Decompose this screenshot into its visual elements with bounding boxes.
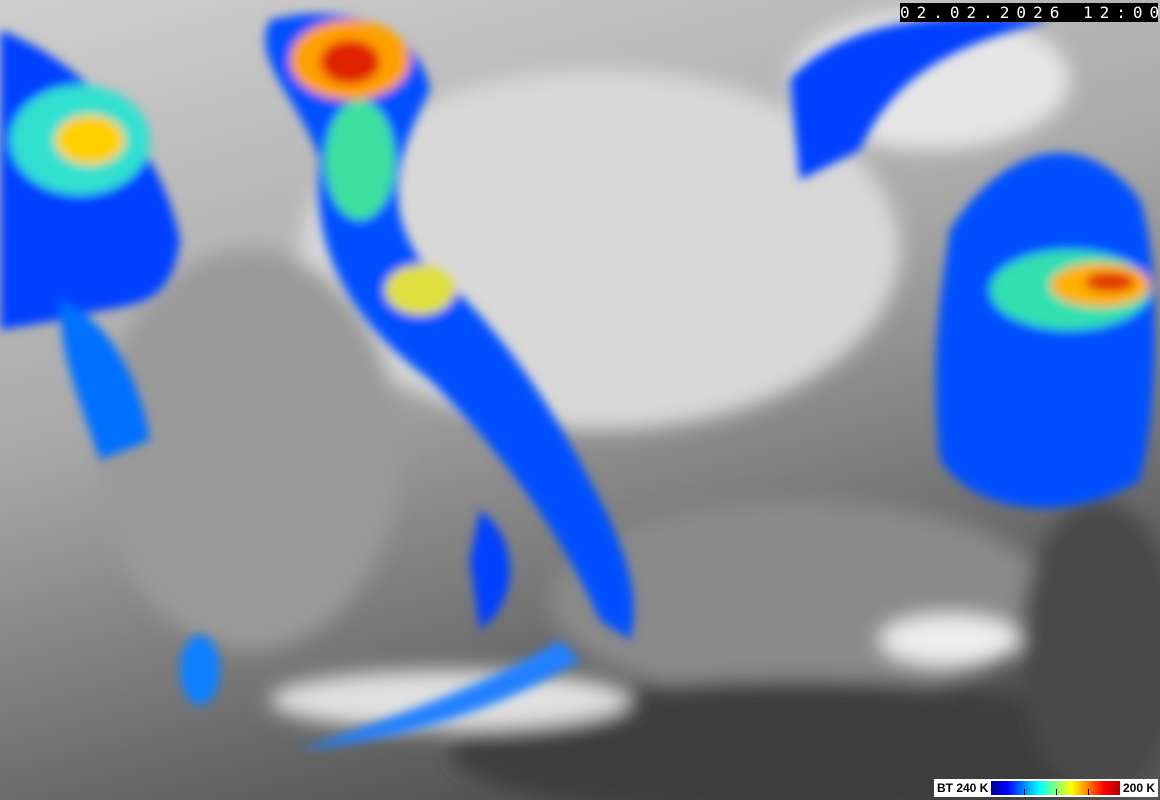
legend-tick [1087,789,1089,795]
legend-label-right: 200 K [1122,781,1155,795]
legend-tick [1055,789,1057,795]
legend-tick [1023,789,1025,795]
legend-label-left: BT 240 K [937,781,989,795]
timestamp: 02.02.2026 12:00 [900,3,1160,22]
color-scale-legend: BT 240 K 200 K [934,779,1158,797]
legend-color-bar [991,781,1120,795]
cold-cloud-tops [0,13,1155,750]
